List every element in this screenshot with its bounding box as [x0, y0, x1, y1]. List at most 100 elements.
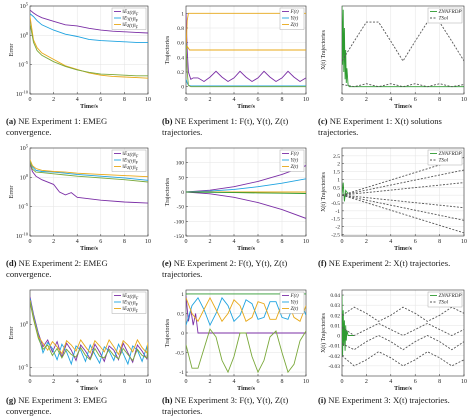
y-tick-label: 0: [181, 190, 184, 196]
y-tick-label: -1.5: [331, 217, 340, 223]
y-tick-label: -50: [177, 205, 185, 211]
x-axis-label: Time/s: [237, 103, 255, 110]
legend-entry: Y(t): [291, 157, 299, 164]
series-line-named: [342, 295, 355, 356]
x-axis-label: Time/s: [237, 245, 255, 252]
x-tick-label: 6: [257, 97, 260, 103]
series-line-extra: [186, 191, 306, 219]
x-tick-label: 10: [303, 239, 309, 245]
legend-entry: ‖EZ(t)‖F: [123, 164, 139, 171]
y-tick-label: 0.04: [330, 293, 340, 299]
series-line-named: [30, 13, 148, 43]
y-tick-label: 100: [20, 320, 29, 329]
y-tick-label: 0.2: [177, 70, 184, 76]
x-tick-label: 2: [365, 239, 368, 245]
x-tick-label: 6: [99, 97, 102, 103]
y-tick-label: -0.5: [331, 201, 340, 207]
y-axis-label: X(t) Trajectories: [320, 312, 327, 352]
y-tick-label: -2.5: [331, 232, 340, 238]
series-line-extra: [342, 334, 464, 351]
y-tick-label: 50: [179, 175, 185, 181]
y-tick-label: 0.6: [177, 41, 184, 47]
legend-entry: ‖EZ(t)‖F: [123, 306, 139, 313]
caption-text-d: NE Experiment 2: EMEG convergence.: [6, 258, 108, 279]
series-line-extra: [342, 182, 464, 196]
y-tick-label: -2: [335, 225, 340, 231]
y-tick-label: 10-5: [18, 60, 28, 69]
y-tick-label: -0.01: [329, 344, 341, 350]
y-tick-label: 0.01: [330, 323, 340, 329]
x-tick-label: 4: [233, 379, 236, 385]
x-tick-label: 2: [365, 97, 368, 103]
x-tick-label: 8: [281, 97, 284, 103]
x-tick-label: 2: [52, 239, 55, 245]
y-tick-label: 0: [181, 85, 184, 91]
caption-label-d: (d): [6, 258, 17, 268]
legend: F(t)Y(t)Z(t): [279, 149, 305, 172]
series-line-named: [30, 159, 148, 178]
y-tick-label: 105: [20, 144, 29, 153]
legend-entry: F(t): [290, 8, 299, 15]
chart-panel-h: 0 2 4 6 8 10 1 0.5 0 -0.5 -1 Time/s Trajectories F(t)…: [165, 289, 309, 392]
series-line-named: [342, 21, 464, 62]
x-tick-label: 6: [414, 97, 417, 103]
y-tick-label: 10-10: [16, 232, 29, 241]
x-tick-label: 4: [76, 379, 79, 385]
y-axis-label: Error: [9, 44, 15, 57]
chart-panel-a: 0 2 4 6 8 10 105 100 10-5 10-10 Time/s Error ‖EX(t)‖…: [9, 2, 151, 111]
x-tick-label: 4: [76, 239, 79, 245]
x-tick-label: 10: [303, 379, 309, 385]
x-tick-label: 0: [341, 239, 344, 245]
caption-text-e: NE Experiment 2: F(t), Y(t), Z(t) trajec…: [162, 258, 288, 279]
y-tick-label: 1: [181, 11, 184, 17]
series-line-named: [342, 306, 464, 322]
series-line-named: [186, 295, 306, 334]
x-tick-label: 10: [145, 379, 151, 385]
legend-entry: ZNNFRDP: [439, 9, 463, 15]
caption-f: (f) NE Experiment 2: X(t) trajectories.: [318, 258, 470, 269]
x-tick-label: 10: [461, 379, 467, 385]
caption-text-c: NE Experiment 1: X(t) solutions trajecto…: [318, 116, 442, 137]
y-tick-label: -0.02: [329, 354, 341, 360]
caption-d: (d) NE Experiment 2: EMEG convergence.: [6, 258, 154, 279]
x-axis-label: Time/s: [394, 385, 412, 392]
x-tick-label: 2: [365, 379, 368, 385]
caption-label-a: (a): [6, 116, 17, 126]
series-line-named: [30, 300, 148, 356]
legend-entry: TSol: [439, 300, 449, 306]
chart-panel-i: 0 2 4 6 8 10 0.04 0.03 0.02 0.01 0 -0.01 -0.02 -0.03 T…: [320, 289, 467, 392]
series-line-extra: [342, 194, 464, 234]
caption-label-b: (b): [162, 116, 173, 126]
legend-entry: ‖EX(t)‖F: [123, 151, 139, 158]
y-axis-label: Trajectories: [165, 318, 171, 347]
series-line-named: [30, 162, 148, 204]
y-tick-label: 1: [337, 177, 340, 183]
series-line-named: [342, 6, 464, 88]
caption-label-g: (g): [6, 395, 17, 405]
legend: ‖EX(t)‖F‖EY(t)‖F‖EZ(t)‖F: [111, 7, 147, 30]
x-tick-label: 8: [438, 97, 441, 103]
x-tick-label: 4: [76, 97, 79, 103]
series-line-named: [30, 160, 148, 181]
caption-label-e: (e): [162, 258, 172, 268]
x-axis-label: Time/s: [394, 103, 412, 110]
caption-text-f: NE Experiment 2: X(t) trajectories.: [328, 258, 451, 268]
series-line-extra: [186, 191, 306, 194]
series-line-named: [186, 79, 306, 87]
caption-c: (c) NE Experiment 1: X(t) solutions traj…: [318, 116, 470, 137]
y-tick-label: -1: [335, 209, 340, 215]
chart-panel-e: 0 2 4 6 8 10 100 50 0 -50 -100 -150 Time/s Trajectori…: [165, 147, 309, 252]
y-tick-label: 0.02: [330, 313, 340, 319]
series-line-named: [30, 16, 148, 79]
legend: F(t)Y(t)Z(t): [279, 291, 305, 314]
x-axis-label: Time/s: [80, 103, 98, 110]
y-tick-label: 10-10: [16, 90, 29, 99]
y-tick-label: 0: [337, 334, 340, 340]
y-tick-label: 1: [181, 292, 184, 298]
x-tick-label: 10: [303, 97, 309, 103]
x-tick-label: 6: [257, 239, 260, 245]
x-tick-label: 8: [438, 239, 441, 245]
